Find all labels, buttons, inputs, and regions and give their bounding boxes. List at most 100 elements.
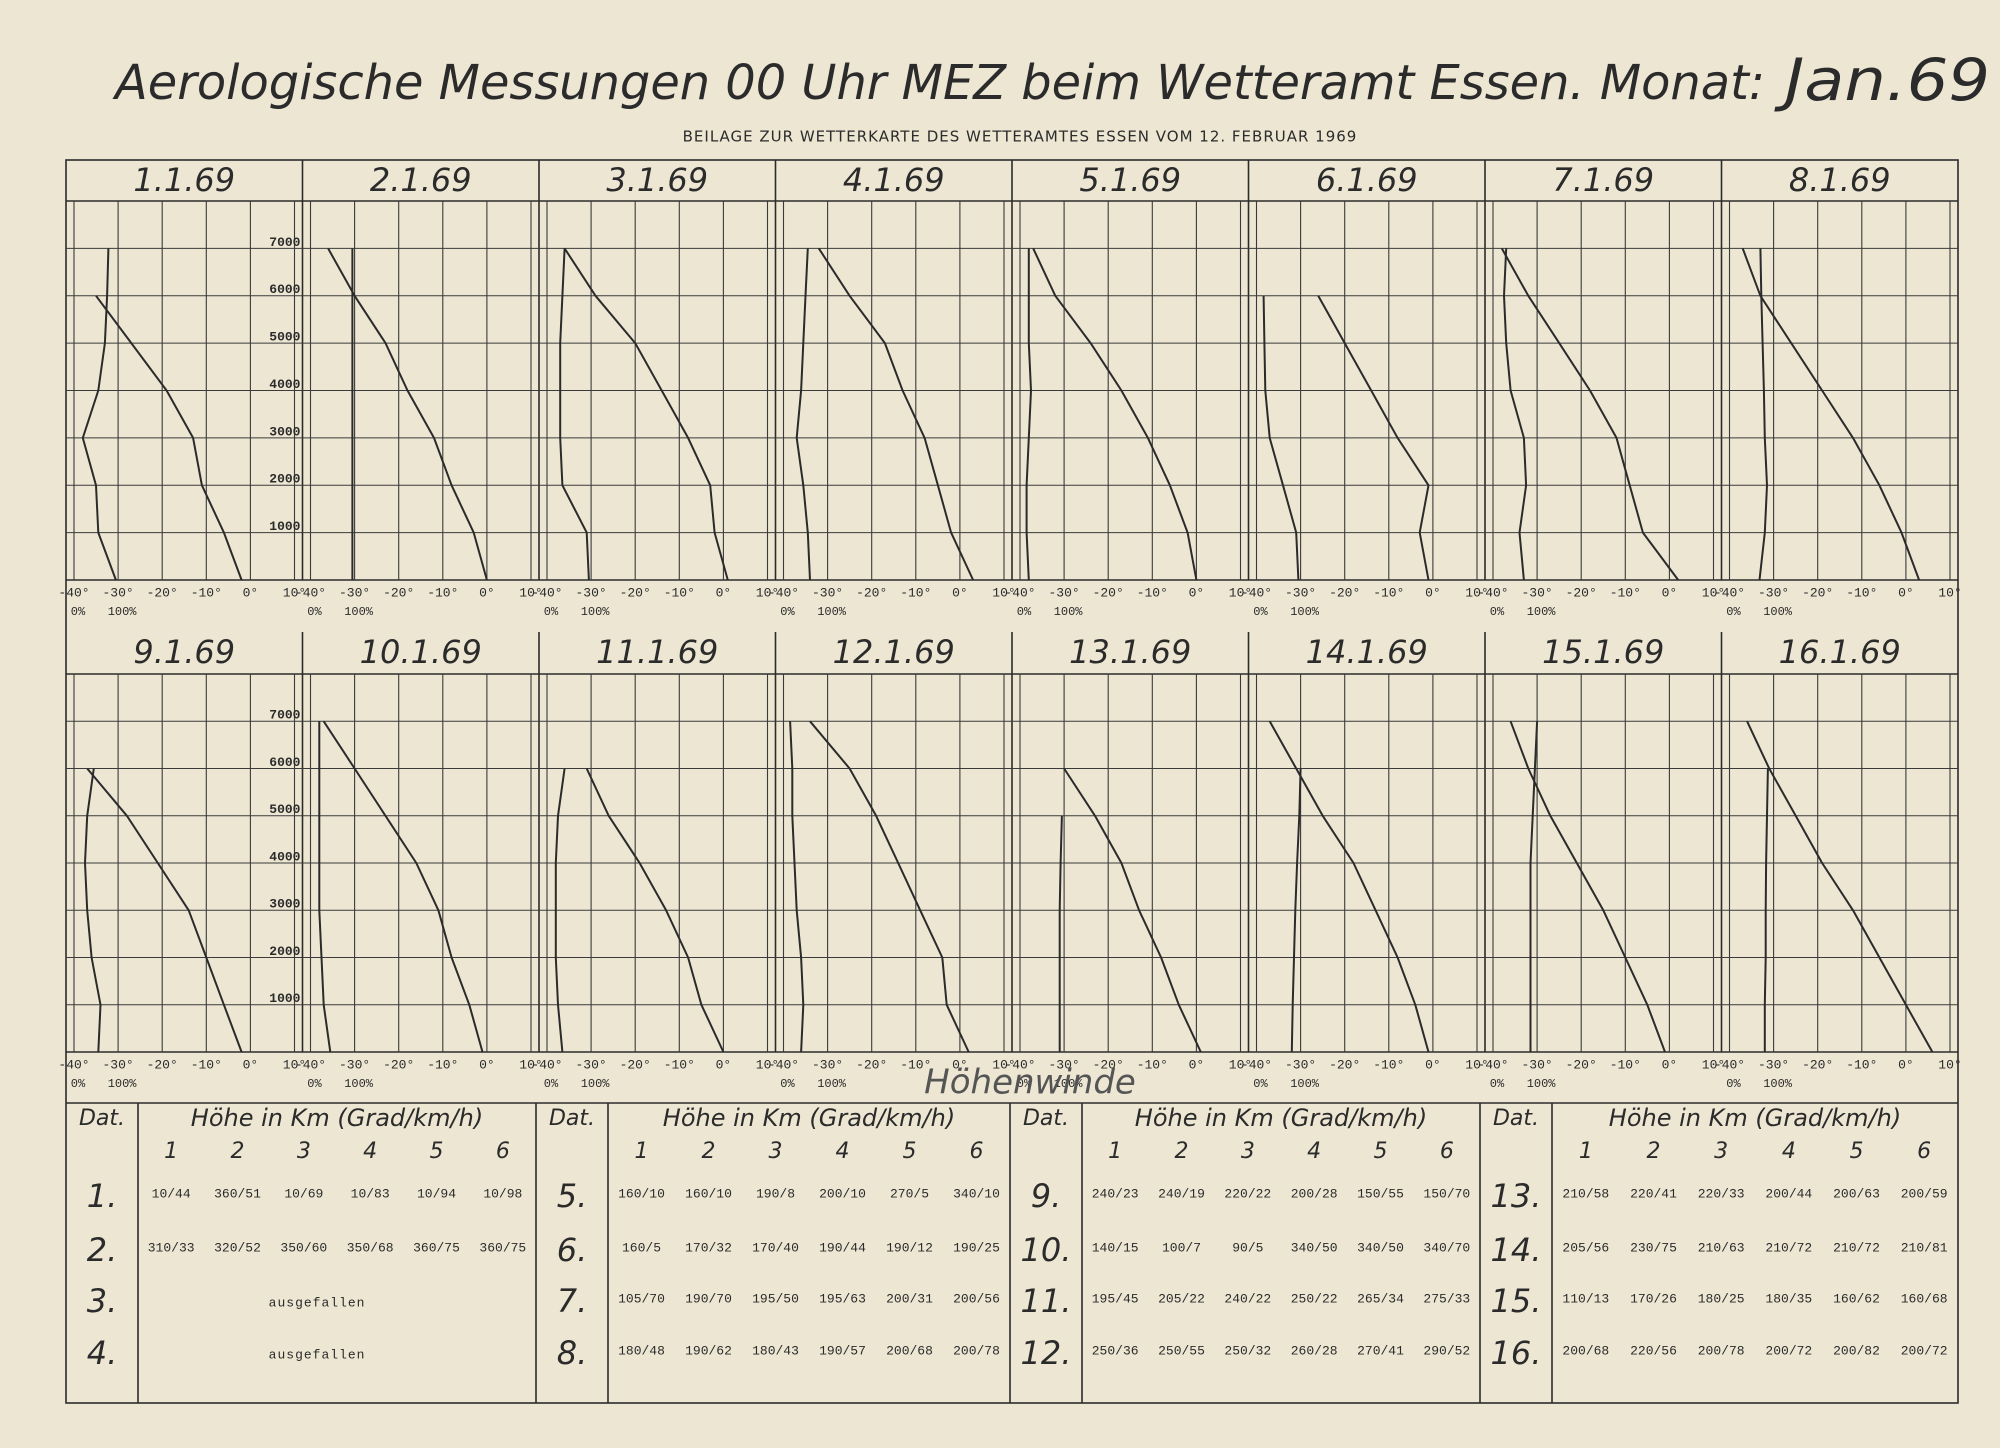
temperature-line bbox=[1032, 247, 1198, 581]
wind-value: 200/78 bbox=[953, 1343, 1000, 1358]
wind-value: 340/10 bbox=[953, 1186, 1000, 1201]
level-number: 5 bbox=[1850, 1139, 1864, 1164]
panel-date: 1.1.69 bbox=[133, 161, 235, 199]
x-tick-label: 10° bbox=[1465, 1057, 1488, 1072]
x2-tick-label: 100% bbox=[1527, 605, 1557, 619]
x-tick-label: -40° bbox=[58, 585, 89, 600]
wind-value: 200/31 bbox=[886, 1291, 933, 1306]
row-date: 6. bbox=[557, 1231, 588, 1269]
level-number: 1 bbox=[164, 1139, 178, 1164]
wind-value: 195/50 bbox=[752, 1291, 799, 1306]
x-tick-label: -30° bbox=[1285, 1057, 1316, 1072]
x-tick-label: 10° bbox=[283, 585, 306, 600]
x-tick-label: -20° bbox=[856, 1057, 887, 1072]
humidity-line bbox=[1758, 248, 1768, 581]
wind-value: 10/69 bbox=[284, 1186, 323, 1201]
wind-value: 265/34 bbox=[1357, 1291, 1404, 1306]
wind-value: 210/72 bbox=[1765, 1240, 1812, 1255]
wind-value: 180/35 bbox=[1765, 1291, 1812, 1306]
wind-value: 180/25 bbox=[1698, 1291, 1745, 1306]
table-header-height: Höhe in Km (Grad/km/h) bbox=[1609, 1104, 1901, 1132]
wind-value: 200/78 bbox=[1698, 1343, 1745, 1358]
table-header-height: Höhe in Km (Grad/km/h) bbox=[663, 1104, 955, 1132]
wind-value: 200/72 bbox=[1901, 1343, 1948, 1358]
wind-value: 220/41 bbox=[1630, 1186, 1677, 1201]
wind-value: 240/22 bbox=[1224, 1291, 1271, 1306]
x-tick-label: -20° bbox=[1329, 1057, 1360, 1072]
panel-date: 2.1.69 bbox=[370, 161, 472, 199]
wind-value: 160/5 bbox=[622, 1240, 661, 1255]
x2-tick-label: 0% bbox=[307, 605, 322, 619]
wind-value: 350/60 bbox=[280, 1240, 327, 1255]
wind-value: 200/68 bbox=[1562, 1343, 1609, 1358]
x2-tick-label: 100% bbox=[1290, 605, 1320, 619]
wind-value: 190/70 bbox=[685, 1291, 732, 1306]
wind-value: 150/55 bbox=[1357, 1186, 1404, 1201]
y-tick-label: 3000 bbox=[269, 424, 300, 439]
wind-value: 195/45 bbox=[1092, 1291, 1139, 1306]
wind-value: 190/12 bbox=[886, 1240, 933, 1255]
x-tick-label: -20° bbox=[620, 1057, 651, 1072]
month: Jan.69 bbox=[1774, 46, 1990, 114]
x2-tick-label: 100% bbox=[1290, 1077, 1320, 1091]
wind-value: 240/23 bbox=[1092, 1186, 1139, 1201]
humidity-line bbox=[318, 721, 332, 1053]
x2-tick-label: 0% bbox=[1726, 1077, 1741, 1091]
row-date: 11. bbox=[1021, 1282, 1072, 1320]
x-tick-label: -30° bbox=[1521, 585, 1552, 600]
x-tick-label: -40° bbox=[295, 585, 326, 600]
y-tick-label: 1000 bbox=[269, 991, 300, 1006]
row-date: 7. bbox=[557, 1282, 588, 1320]
wind-value: 170/40 bbox=[752, 1240, 799, 1255]
y-tick-label: 3000 bbox=[269, 897, 300, 912]
x-tick-label: 0° bbox=[952, 585, 968, 600]
panel-date: 12.1.69 bbox=[833, 633, 955, 671]
wind-value: 200/59 bbox=[1901, 1186, 1948, 1201]
wind-value: 190/57 bbox=[819, 1343, 866, 1358]
y-tick-label: 4000 bbox=[269, 377, 300, 392]
x-tick-label: 0° bbox=[1189, 585, 1205, 600]
panel-date: 11.1.69 bbox=[596, 633, 718, 671]
row-date: 8. bbox=[557, 1334, 588, 1372]
y-tick-label: 1000 bbox=[269, 519, 300, 534]
row-date: 13. bbox=[1491, 1177, 1542, 1215]
x2-tick-label: 0% bbox=[307, 1077, 322, 1091]
level-number: 1 bbox=[1579, 1139, 1593, 1164]
humidity-line bbox=[1763, 768, 1769, 1052]
x-tick-label: -30° bbox=[1285, 585, 1316, 600]
x-tick-label: 0° bbox=[1662, 585, 1678, 600]
x2-tick-label: 0% bbox=[780, 605, 795, 619]
temperature-line bbox=[86, 767, 243, 1053]
x-tick-label: -20° bbox=[1093, 1057, 1124, 1072]
x-tick-label: -30° bbox=[1758, 585, 1789, 600]
wind-value: 105/70 bbox=[618, 1291, 665, 1306]
panel-date: 6.1.69 bbox=[1316, 161, 1418, 199]
wind-value: 110/13 bbox=[1562, 1291, 1609, 1306]
wind-value: 160/68 bbox=[1901, 1291, 1948, 1306]
x2-tick-label: 0% bbox=[544, 605, 559, 619]
temperature-line bbox=[809, 720, 970, 1053]
x-tick-label: 10° bbox=[1465, 585, 1488, 600]
temperature-line bbox=[1063, 767, 1202, 1053]
x-tick-label: -10° bbox=[191, 585, 222, 600]
wind-value: 260/28 bbox=[1291, 1343, 1338, 1358]
humidity-line bbox=[84, 768, 102, 1053]
row-date: 3. bbox=[87, 1282, 118, 1320]
humidity-line bbox=[1290, 768, 1302, 1053]
x2-tick-label: 0% bbox=[780, 1077, 795, 1091]
humidity-line bbox=[559, 248, 590, 581]
row-date: 2. bbox=[87, 1231, 118, 1269]
panel-date: 14.1.69 bbox=[1306, 633, 1428, 671]
x2-tick-label: 100% bbox=[108, 1077, 138, 1091]
panel-date: 3.1.69 bbox=[606, 161, 708, 199]
wind-value: 205/22 bbox=[1158, 1291, 1205, 1306]
x-tick-label: -10° bbox=[900, 585, 931, 600]
humidity-line bbox=[1025, 248, 1032, 581]
humidity-line bbox=[554, 768, 566, 1053]
wind-value: 360/51 bbox=[214, 1186, 261, 1201]
x2-tick-label: 100% bbox=[581, 605, 611, 619]
panel-date: 9.1.69 bbox=[133, 633, 235, 671]
x-tick-label: 10° bbox=[756, 1057, 779, 1072]
temperature-line bbox=[1317, 295, 1430, 581]
